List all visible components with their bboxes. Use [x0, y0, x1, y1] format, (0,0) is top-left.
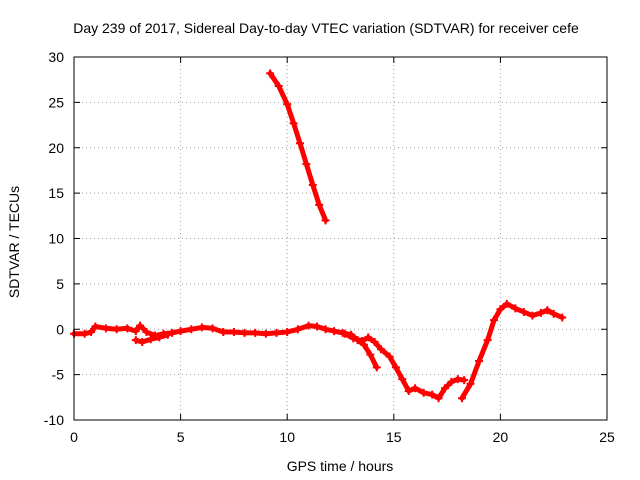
data-point-marker — [229, 327, 238, 336]
data-point-marker — [490, 316, 499, 325]
data-point-marker — [447, 377, 456, 386]
data-point-marker — [155, 333, 164, 342]
series-main-trace-d — [459, 301, 565, 401]
data-point-marker — [536, 308, 545, 317]
data-point-marker — [502, 299, 511, 308]
data-point-marker — [289, 119, 298, 128]
data-point-marker — [131, 336, 140, 345]
data-point-marker — [146, 335, 155, 344]
data-point-marker — [330, 327, 339, 336]
data-point-marker — [372, 363, 381, 372]
data-point-marker — [251, 328, 260, 337]
data-point-marker — [475, 357, 484, 366]
data-point-marker — [391, 363, 400, 372]
y-tick-label: 30 — [48, 49, 64, 65]
data-point-marker — [349, 334, 358, 343]
data-point-marker — [511, 304, 520, 313]
x-tick-label: 5 — [177, 429, 185, 445]
data-point-marker — [460, 376, 469, 385]
series-upper-trace — [267, 70, 329, 223]
data-point-marker — [266, 69, 275, 78]
data-point-marker — [176, 327, 185, 336]
data-point-marker — [136, 321, 145, 330]
data-point-marker — [321, 325, 330, 334]
data-point-marker — [404, 386, 413, 395]
data-point-marker — [366, 350, 375, 359]
data-point-marker — [370, 337, 379, 346]
data-point-marker — [240, 328, 249, 337]
data-point-marker — [274, 82, 283, 91]
data-point-marker — [302, 160, 311, 169]
series-layer — [70, 69, 567, 403]
y-axis-label: SDTVAR / TECUs — [6, 186, 22, 298]
data-point-marker — [197, 323, 206, 332]
x-tick-label: 0 — [70, 429, 78, 445]
data-point-marker — [123, 324, 132, 333]
x-tick-label: 25 — [599, 429, 615, 445]
x-tick-label: 15 — [386, 429, 402, 445]
y-tick-label: -5 — [52, 367, 65, 383]
chart-title: Day 239 of 2017, Sidereal Day-to-day VTE… — [73, 20, 579, 36]
data-point-marker — [219, 327, 228, 336]
y-tick-label: 15 — [48, 185, 64, 201]
data-point-marker — [304, 321, 313, 330]
data-point-marker — [428, 390, 437, 399]
y-tick-label: 5 — [56, 276, 64, 292]
data-point-marker — [483, 336, 492, 345]
x-tick-label: 10 — [279, 429, 295, 445]
data-point-marker — [187, 325, 196, 334]
data-point-marker — [434, 394, 443, 403]
data-point-marker — [543, 306, 552, 315]
data-point-marker — [398, 375, 407, 384]
data-point-marker — [411, 384, 420, 393]
data-point-marker — [558, 313, 567, 322]
data-point-marker — [261, 329, 270, 338]
data-point-marker — [91, 322, 100, 331]
data-point-marker — [364, 333, 373, 342]
data-point-marker — [357, 337, 366, 346]
data-point-marker — [142, 327, 151, 336]
y-tick-label: 20 — [48, 140, 64, 156]
data-point-marker — [340, 329, 349, 338]
data-point-marker — [101, 324, 110, 333]
data-point-marker — [549, 309, 558, 318]
data-point-marker — [528, 311, 537, 320]
data-point-marker — [377, 345, 386, 354]
y-tick-label: -10 — [44, 412, 64, 428]
data-point-marker — [131, 327, 140, 336]
data-point-marker — [80, 329, 89, 338]
axis-ticks: 0 5 10 15 20 25 -10 -5 0 5 10 15 20 25 30 — [44, 49, 615, 445]
y-tick-label: 25 — [48, 94, 64, 110]
data-point-marker — [440, 384, 449, 393]
data-point-marker — [385, 352, 394, 361]
x-axis-label: GPS time / hours — [287, 458, 394, 474]
data-point-marker — [87, 327, 96, 336]
x-tick-label: 20 — [493, 429, 509, 445]
plot-frame — [73, 56, 608, 421]
data-point-marker — [283, 327, 292, 336]
data-point-marker — [419, 388, 428, 397]
data-point-marker — [321, 216, 330, 225]
y-tick-label: 0 — [56, 321, 64, 337]
data-point-marker — [458, 394, 467, 403]
data-point-marker — [138, 337, 147, 346]
data-point-marker — [293, 325, 302, 334]
y-tick-label: 10 — [48, 231, 64, 247]
grid — [74, 57, 607, 420]
data-point-marker — [466, 379, 475, 388]
data-point-marker — [283, 100, 292, 109]
data-point-marker — [519, 308, 528, 317]
data-point-marker — [313, 322, 322, 331]
data-point-marker — [295, 139, 304, 148]
data-point-marker — [272, 328, 281, 337]
data-point-marker — [308, 180, 317, 189]
data-point-marker — [112, 325, 121, 334]
data-point-marker — [496, 305, 505, 314]
data-point-marker — [163, 330, 172, 339]
data-point-marker — [315, 200, 324, 209]
data-point-marker — [208, 324, 217, 333]
